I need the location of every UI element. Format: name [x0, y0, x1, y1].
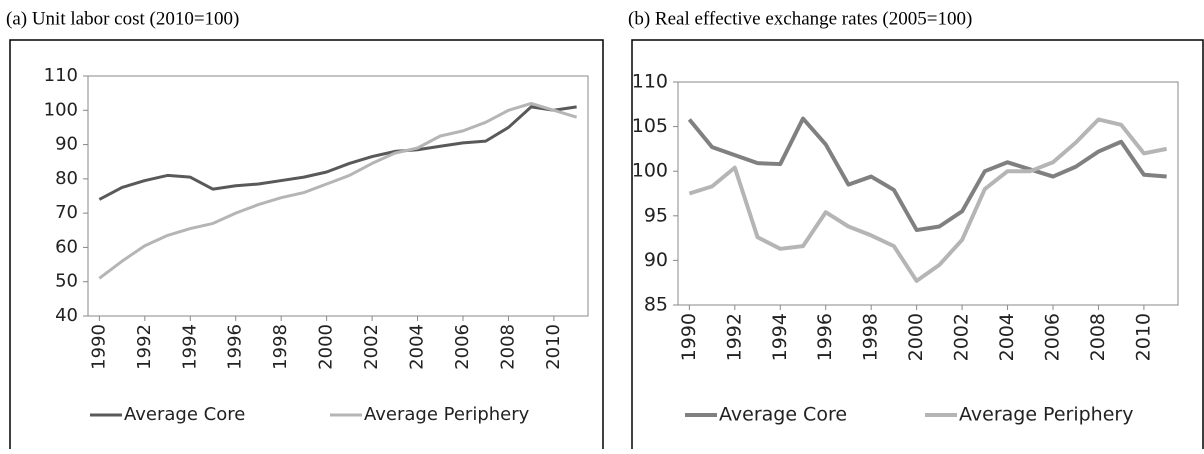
x-tick-label: 2000 — [316, 324, 337, 370]
x-tick-label: 1994 — [179, 324, 200, 370]
y-tick-label: 110 — [632, 71, 668, 93]
plot-area — [677, 81, 1179, 306]
x-tick-label: 1992 — [134, 324, 155, 370]
x-tick-label: 2000 — [905, 313, 927, 361]
legend-label: Average Periphery — [959, 404, 1133, 426]
chart-title: (b) Real effective exchange rates (2005=… — [628, 8, 972, 29]
x-tick-label: 1998 — [860, 313, 882, 361]
x-tick-label: 2006 — [452, 324, 473, 370]
chart-panel: (b) Real effective exchange rates (2005=… — [628, 8, 1204, 449]
series-line — [98, 105, 577, 201]
plot-area — [87, 75, 589, 317]
x-tick-label: 1996 — [225, 324, 246, 370]
series-line — [98, 101, 578, 280]
x-tick-label: 1990 — [678, 313, 700, 361]
x-tick-label: 2004 — [996, 313, 1018, 361]
panel-border — [631, 39, 1204, 449]
x-tick-label: 2008 — [497, 324, 518, 370]
y-tick-label: 60 — [55, 236, 78, 257]
panel-border — [9, 39, 604, 449]
y-tick-label: 100 — [44, 99, 78, 120]
x-tick-label: 1990 — [88, 324, 109, 370]
y-tick-label: 105 — [632, 115, 668, 137]
chart-title: (a) Unit labor cost (2010=100) — [6, 8, 239, 29]
x-tick-label: 1998 — [270, 324, 291, 370]
series-line — [687, 116, 1167, 233]
y-tick-label: 80 — [55, 168, 78, 189]
legend-label: Average Core — [124, 404, 245, 425]
x-tick-label: 2010 — [1132, 313, 1154, 361]
legend-label: Average Core — [719, 404, 847, 426]
legend-label: Average Periphery — [364, 404, 530, 425]
series-line — [688, 117, 1168, 283]
x-tick-label: 1994 — [769, 313, 791, 361]
x-tick-label: 1996 — [814, 313, 836, 361]
y-tick-label: 110 — [44, 65, 78, 86]
x-tick-label: 2006 — [1042, 313, 1064, 361]
y-tick-label: 100 — [632, 160, 668, 182]
x-tick-label: 1992 — [723, 313, 745, 361]
x-tick-label: 2008 — [1087, 313, 1109, 361]
y-tick-label: 90 — [55, 134, 78, 155]
x-tick-label: 2010 — [543, 324, 564, 370]
y-tick-label: 40 — [55, 305, 78, 326]
x-tick-label: 2002 — [361, 324, 382, 370]
x-tick-label: 2002 — [951, 313, 973, 361]
y-tick-label: 85 — [644, 294, 668, 316]
y-tick-label: 50 — [55, 271, 78, 292]
chart-panel: (a) Unit labor cost (2010=100) 40 50 60 70 80… — [6, 8, 604, 449]
y-tick-label: 90 — [644, 249, 668, 271]
y-tick-label: 95 — [644, 204, 668, 226]
y-tick-label: 70 — [55, 202, 78, 223]
x-tick-label: 2004 — [407, 324, 428, 370]
